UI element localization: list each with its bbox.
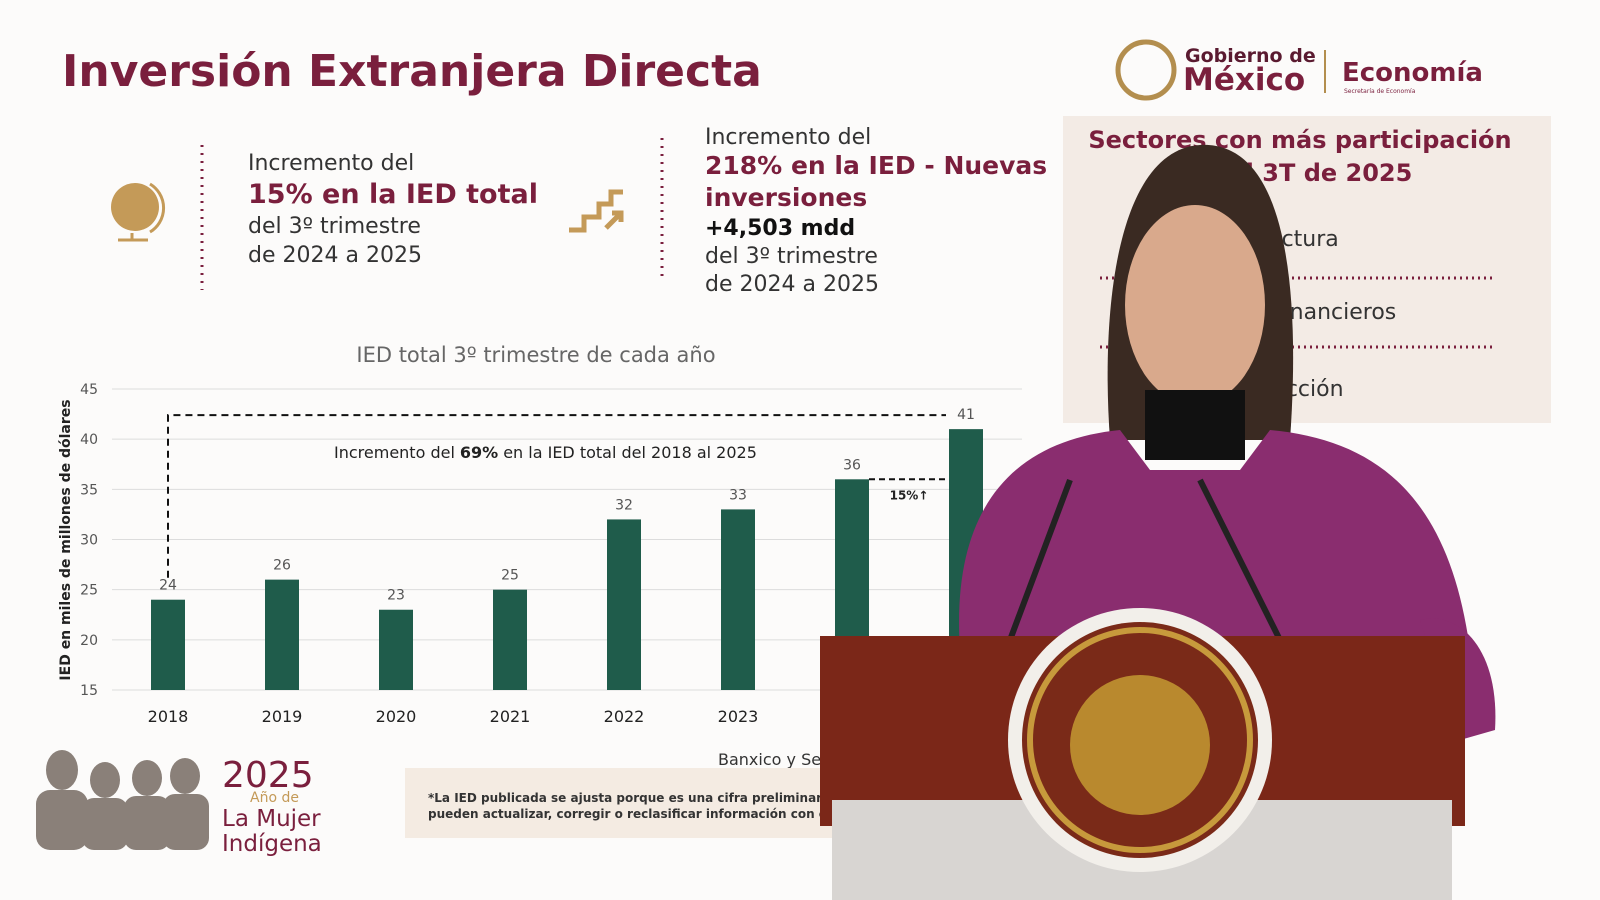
stairs-icon [569,189,624,233]
bar [265,579,299,690]
stat-amount: +4,503 mdd [705,216,855,241]
data-label: 41 [957,407,975,423]
data-label: 25 [501,568,519,584]
y-tick-label: 25 [80,583,98,599]
sectors-title: Sectores con más participación [1088,126,1511,154]
data-label: 32 [615,497,633,513]
annotation-part: 69% [460,443,498,462]
y-tick-label: 20 [80,633,98,649]
y-tick-label: 45 [80,382,98,398]
data-label: 26 [273,558,291,574]
globe-icon [111,182,166,242]
annotation: Incremento del 69% en la IED total del 201… [334,443,757,462]
badge-text: La Mujer [222,806,321,832]
logo-subdept: Secretaría de Economía [1344,88,1416,95]
logo-text: México [1183,62,1305,98]
stat-text: del 3º trimestre [248,214,421,239]
annotation-small: 15%↑ [890,488,929,502]
x-tick-label: 2020 [376,707,417,726]
stat-text: Incremento del [705,125,871,150]
data-label: 36 [843,457,861,473]
x-tick-label: 2018 [148,707,189,726]
x-tick-label: 2023 [718,707,759,726]
bar [493,589,527,690]
y-tick-label: 30 [80,533,98,549]
y-tick-label: 35 [80,482,98,498]
chart-title: IED total 3º trimestre de cada año [356,343,715,367]
badge-figures [36,750,209,850]
bar [607,519,641,690]
stat-highlight: inversiones [705,183,867,212]
badge-text: Año de [250,790,299,806]
y-tick-label: 40 [80,432,98,448]
x-tick-label: 2022 [604,707,645,726]
podium [820,608,1465,900]
annotation-part: en la IED total del 2018 al 2025 [503,443,757,462]
badge-year: 2025 [222,755,314,796]
x-tick-label: 2019 [262,707,303,726]
stat-text: Incremento del [248,151,414,176]
y-tick-label: 15 [80,683,98,699]
bar [379,609,413,690]
stat-text: del 3º trimestre [705,244,878,269]
logo-text: Gobierno de [1185,45,1316,67]
footnote: pueden actualizar, corregir o reclasific… [428,807,827,821]
bar [151,599,185,690]
annotation-part: Incremento del [334,443,455,462]
slide-title: Inversión Extranjera Directa [62,46,762,97]
y-axis-label: IED en miles de millones de dólares [58,399,74,680]
data-label: 33 [729,487,747,503]
stat-text: de 2024 a 2025 [248,243,422,268]
stat-highlight: 15% en la IED total [248,179,538,210]
data-label: 24 [159,578,177,594]
x-tick-label: 2021 [490,707,531,726]
badge-text: Indígena [222,831,322,857]
logo-dept: Economía [1342,58,1483,88]
logo-seal [1115,39,1177,101]
footnote-box [405,768,845,838]
stat-text: de 2024 a 2025 [705,272,879,297]
stat-highlight: 218% en la IED - Nuevas [705,151,1047,180]
bar [721,509,755,690]
annotation-bracket [167,414,946,578]
footnote: *La IED publicada se ajusta porque es un… [428,791,822,805]
data-label: 23 [387,588,405,604]
